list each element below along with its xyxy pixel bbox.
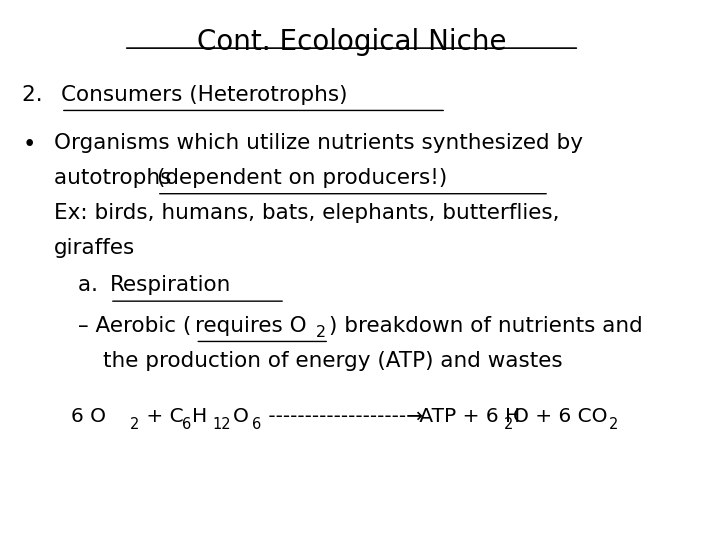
Text: autotrophs: autotrophs [54, 168, 178, 188]
Text: 2: 2 [504, 417, 513, 431]
Text: ATP + 6 H: ATP + 6 H [413, 407, 521, 426]
Text: Organisms which utilize nutrients synthesized by: Organisms which utilize nutrients synthe… [54, 133, 583, 153]
Text: 6: 6 [252, 417, 261, 431]
Text: Cont. Ecological Niche: Cont. Ecological Niche [197, 28, 506, 56]
Text: Respiration: Respiration [110, 275, 231, 295]
Text: (dependent on producers!): (dependent on producers!) [157, 168, 447, 188]
Text: requires O: requires O [195, 316, 307, 336]
Text: 2: 2 [316, 325, 326, 340]
Text: 6: 6 [182, 417, 192, 431]
Text: H: H [192, 407, 207, 426]
Text: – Aerobic (: – Aerobic ( [78, 316, 192, 336]
Text: ) breakdown of nutrients and: ) breakdown of nutrients and [329, 316, 643, 336]
Text: + C: + C [140, 407, 184, 426]
Text: O: O [233, 407, 248, 426]
Text: -------------------→: -------------------→ [262, 407, 423, 426]
Text: Consumers (Heterotrophs): Consumers (Heterotrophs) [61, 85, 348, 105]
Text: •: • [22, 133, 36, 156]
Text: 2: 2 [130, 417, 139, 431]
Text: 12: 12 [213, 417, 232, 431]
Text: O + 6 CO: O + 6 CO [513, 407, 608, 426]
Text: a.: a. [78, 275, 105, 295]
Text: 2.: 2. [22, 85, 50, 105]
Text: 2: 2 [608, 417, 618, 431]
Text: giraffes: giraffes [54, 238, 135, 258]
Text: the production of energy (ATP) and wastes: the production of energy (ATP) and waste… [103, 350, 562, 370]
Text: Ex: birds, humans, bats, elephants, butterflies,: Ex: birds, humans, bats, elephants, butt… [54, 203, 559, 223]
Text: 6 O: 6 O [71, 407, 107, 426]
